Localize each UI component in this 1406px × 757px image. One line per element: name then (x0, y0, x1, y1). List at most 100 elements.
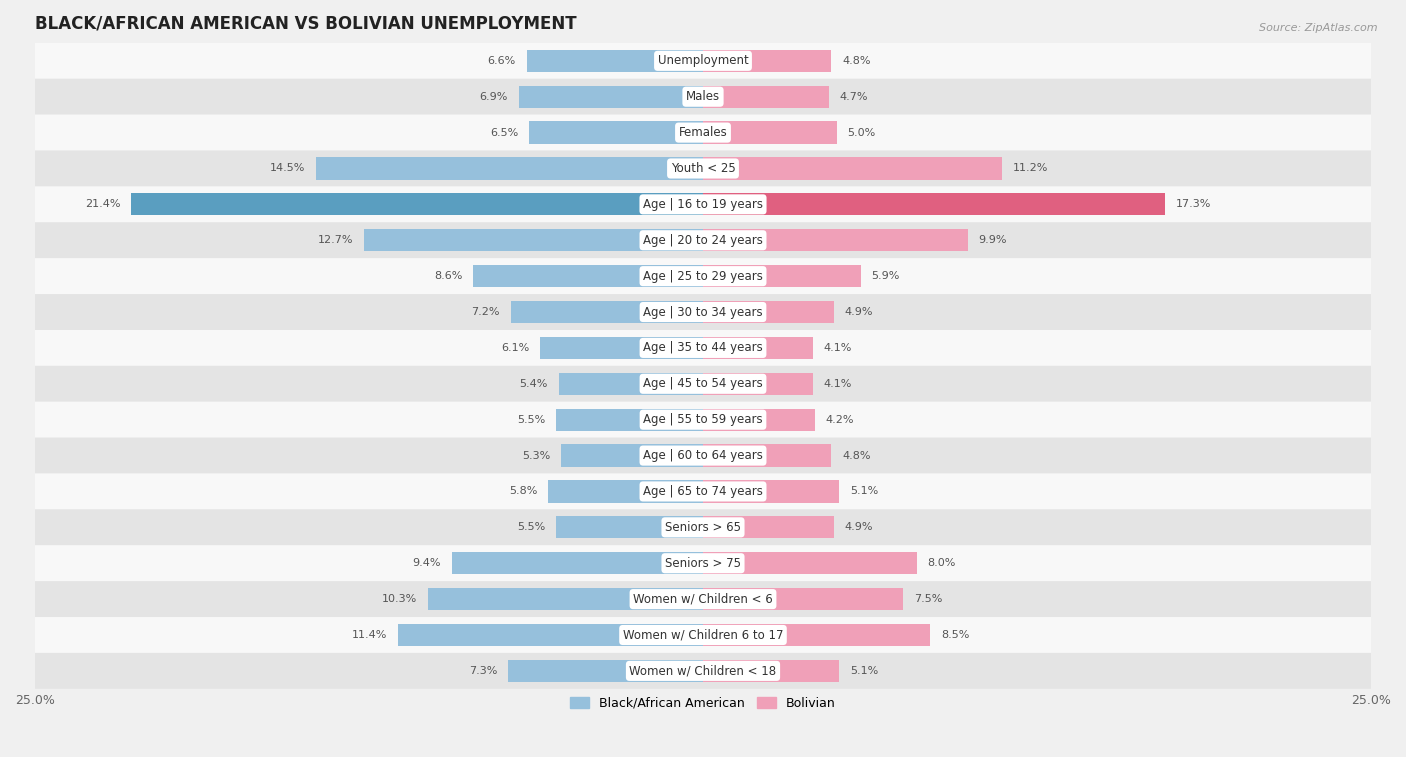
Text: 4.1%: 4.1% (824, 378, 852, 389)
Bar (703, 516, 834, 538)
FancyBboxPatch shape (35, 294, 1371, 330)
FancyBboxPatch shape (35, 509, 1371, 545)
Text: 7.2%: 7.2% (471, 307, 501, 317)
Text: 6.9%: 6.9% (479, 92, 508, 101)
Text: Age | 35 to 44 years: Age | 35 to 44 years (643, 341, 763, 354)
Text: Males: Males (686, 90, 720, 103)
Text: Seniors > 65: Seniors > 65 (665, 521, 741, 534)
Bar (703, 481, 839, 503)
Text: Age | 55 to 59 years: Age | 55 to 59 years (643, 413, 763, 426)
Text: Age | 30 to 34 years: Age | 30 to 34 years (643, 306, 763, 319)
FancyBboxPatch shape (35, 545, 1371, 581)
Text: 11.2%: 11.2% (1012, 164, 1049, 173)
Text: 5.5%: 5.5% (517, 522, 546, 532)
Text: Source: ZipAtlas.com: Source: ZipAtlas.com (1260, 23, 1378, 33)
Bar (527, 50, 703, 72)
Bar (703, 444, 831, 467)
Bar (540, 337, 703, 359)
Text: 12.7%: 12.7% (318, 235, 353, 245)
Text: 21.4%: 21.4% (84, 199, 121, 210)
Bar (131, 193, 703, 216)
Bar (508, 660, 703, 682)
Text: 5.0%: 5.0% (848, 128, 876, 138)
Bar (703, 50, 831, 72)
Text: BLACK/AFRICAN AMERICAN VS BOLIVIAN UNEMPLOYMENT: BLACK/AFRICAN AMERICAN VS BOLIVIAN UNEMP… (35, 15, 576, 33)
Bar (398, 624, 703, 646)
Text: Unemployment: Unemployment (658, 55, 748, 67)
Text: Youth < 25: Youth < 25 (671, 162, 735, 175)
Bar (315, 157, 703, 179)
Text: 14.5%: 14.5% (270, 164, 305, 173)
Bar (427, 588, 703, 610)
Text: 11.4%: 11.4% (353, 630, 388, 640)
Text: Women w/ Children < 18: Women w/ Children < 18 (630, 665, 776, 678)
Bar (703, 409, 815, 431)
Bar (555, 409, 703, 431)
Text: 7.3%: 7.3% (468, 666, 498, 676)
Text: Women w/ Children 6 to 17: Women w/ Children 6 to 17 (623, 628, 783, 641)
Text: 5.8%: 5.8% (509, 487, 537, 497)
Bar (451, 552, 703, 575)
Text: 4.9%: 4.9% (845, 522, 873, 532)
Bar (703, 193, 1166, 216)
Text: 5.5%: 5.5% (517, 415, 546, 425)
Bar (703, 588, 904, 610)
Text: 6.5%: 6.5% (491, 128, 519, 138)
Bar (703, 121, 837, 144)
Text: Age | 25 to 29 years: Age | 25 to 29 years (643, 269, 763, 282)
Bar (703, 265, 860, 287)
Text: 8.6%: 8.6% (434, 271, 463, 281)
FancyBboxPatch shape (35, 43, 1371, 79)
Text: 8.5%: 8.5% (941, 630, 969, 640)
Bar (558, 372, 703, 395)
Text: 5.4%: 5.4% (520, 378, 548, 389)
Text: Seniors > 75: Seniors > 75 (665, 556, 741, 570)
Bar (703, 337, 813, 359)
Text: Women w/ Children < 6: Women w/ Children < 6 (633, 593, 773, 606)
FancyBboxPatch shape (35, 617, 1371, 653)
Bar (364, 229, 703, 251)
Text: Age | 20 to 24 years: Age | 20 to 24 years (643, 234, 763, 247)
Bar (703, 86, 828, 107)
Text: 8.0%: 8.0% (928, 558, 956, 569)
Text: 5.9%: 5.9% (872, 271, 900, 281)
Bar (703, 624, 931, 646)
Bar (519, 86, 703, 107)
FancyBboxPatch shape (35, 474, 1371, 509)
FancyBboxPatch shape (35, 258, 1371, 294)
Bar (703, 372, 813, 395)
FancyBboxPatch shape (35, 151, 1371, 186)
Legend: Black/African American, Bolivian: Black/African American, Bolivian (565, 692, 841, 715)
Bar (555, 516, 703, 538)
Text: 4.2%: 4.2% (825, 415, 855, 425)
Text: 5.3%: 5.3% (523, 450, 551, 460)
Bar (561, 444, 703, 467)
Bar (703, 157, 1002, 179)
Bar (703, 552, 917, 575)
Text: 6.6%: 6.6% (488, 56, 516, 66)
Bar (510, 301, 703, 323)
Bar (703, 301, 834, 323)
FancyBboxPatch shape (35, 402, 1371, 438)
FancyBboxPatch shape (35, 581, 1371, 617)
Text: 10.3%: 10.3% (382, 594, 418, 604)
Text: 9.9%: 9.9% (979, 235, 1007, 245)
Text: 7.5%: 7.5% (914, 594, 942, 604)
Text: Age | 45 to 54 years: Age | 45 to 54 years (643, 377, 763, 391)
Text: 4.1%: 4.1% (824, 343, 852, 353)
Text: 5.1%: 5.1% (851, 487, 879, 497)
FancyBboxPatch shape (35, 330, 1371, 366)
Text: 6.1%: 6.1% (501, 343, 529, 353)
Text: 4.8%: 4.8% (842, 450, 870, 460)
Text: 9.4%: 9.4% (412, 558, 441, 569)
Bar (703, 229, 967, 251)
FancyBboxPatch shape (35, 653, 1371, 689)
FancyBboxPatch shape (35, 114, 1371, 151)
Text: 5.1%: 5.1% (851, 666, 879, 676)
Bar (529, 121, 703, 144)
FancyBboxPatch shape (35, 79, 1371, 114)
FancyBboxPatch shape (35, 186, 1371, 223)
FancyBboxPatch shape (35, 223, 1371, 258)
Bar (703, 660, 839, 682)
Text: 17.3%: 17.3% (1175, 199, 1212, 210)
